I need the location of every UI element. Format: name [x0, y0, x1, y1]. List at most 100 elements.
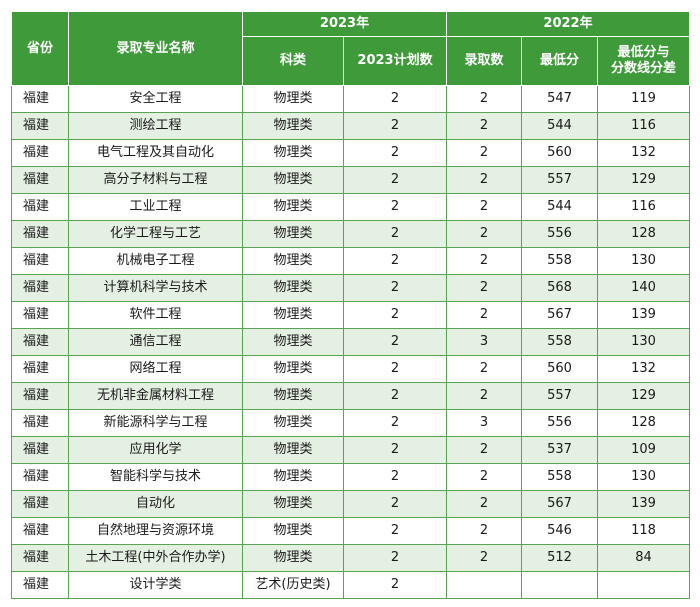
cell-admitted: 2: [446, 112, 522, 140]
cell-plan-2023: 2: [343, 571, 447, 599]
cell-major: 网络工程: [68, 355, 243, 383]
cell-plan-2023: 2: [343, 301, 447, 329]
header-subject: 科类: [242, 36, 344, 86]
cell-subject: 物理类: [242, 139, 344, 167]
cell-score-diff: 130: [596, 463, 691, 491]
cell-min-score: 544: [521, 112, 598, 140]
cell-score-diff: 130: [596, 247, 691, 275]
cell-min-score: 547: [521, 85, 598, 113]
cell-admitted: 2: [446, 490, 522, 518]
cell-admitted: 2: [446, 220, 522, 248]
cell-major: 测绘工程: [68, 112, 243, 140]
header-row-columns: 科类 2023计划数 录取数 最低分 最低分与 分数线分差: [12, 36, 691, 86]
table-row: 福建 土木工程(中外合作办学) 物理类 2 2 512 84: [11, 544, 691, 572]
cell-plan-2023: 2: [343, 544, 447, 572]
cell-subject: 物理类: [242, 382, 344, 410]
table-row: 福建 安全工程 物理类 2 2 547 119: [11, 85, 691, 113]
table-row: 福建 计算机科学与技术 物理类 2 2 568 140: [11, 274, 691, 302]
header-year-2022: 2022年: [445, 11, 691, 37]
cell-plan-2023: 2: [343, 220, 447, 248]
cell-major: 设计学类: [68, 571, 243, 599]
cell-province: 福建: [11, 112, 69, 140]
cell-major: 无机非金属材料工程: [68, 382, 243, 410]
cell-subject: 物理类: [242, 355, 344, 383]
cell-admitted: 2: [446, 544, 522, 572]
cell-plan-2023: 2: [343, 193, 447, 221]
table-row: 福建 新能源科学与工程 物理类 2 3 556 128: [11, 409, 691, 437]
cell-plan-2023: 2: [343, 355, 447, 383]
cell-min-score: [521, 571, 598, 599]
cell-province: 福建: [11, 247, 69, 275]
table-body: 福建 安全工程 物理类 2 2 547 119 福建 测绘工程 物理类 2 2 544 116 福建 电气工程…: [11, 85, 691, 599]
cell-score-diff: 132: [596, 355, 691, 383]
cell-admitted: 2: [446, 517, 522, 545]
cell-min-score: 512: [521, 544, 598, 572]
cell-min-score: 558: [521, 463, 598, 491]
cell-score-diff: [596, 571, 691, 599]
cell-major: 智能科学与技术: [68, 463, 243, 491]
cell-province: 福建: [11, 544, 69, 572]
cell-score-diff: 132: [596, 139, 691, 167]
header-admitted: 录取数: [446, 36, 522, 86]
cell-subject: 物理类: [242, 517, 344, 545]
cell-admitted: 2: [446, 247, 522, 275]
cell-province: 福建: [11, 166, 69, 194]
cell-score-diff: 140: [596, 274, 691, 302]
cell-province: 福建: [11, 355, 69, 383]
cell-subject: 物理类: [242, 301, 344, 329]
cell-min-score: 567: [521, 301, 598, 329]
header-province: 省份: [11, 11, 69, 86]
cell-score-diff: 128: [596, 220, 691, 248]
cell-province: 福建: [11, 274, 69, 302]
cell-major: 软件工程: [68, 301, 243, 329]
header-score-diff-line2: 分数线分差: [611, 61, 677, 76]
cell-subject: 物理类: [242, 328, 344, 356]
cell-plan-2023: 2: [343, 328, 447, 356]
table-row: 福建 应用化学 物理类 2 2 537 109: [11, 436, 691, 464]
cell-min-score: 546: [521, 517, 598, 545]
cell-admitted: 2: [446, 463, 522, 491]
table-row: 福建 工业工程 物理类 2 2 544 116: [11, 193, 691, 221]
cell-province: 福建: [11, 193, 69, 221]
cell-subject: 物理类: [242, 85, 344, 113]
table-row: 福建 高分子材料与工程 物理类 2 2 557 129: [11, 166, 691, 194]
header-score-diff-line1: 最低分与: [617, 45, 670, 60]
cell-plan-2023: 2: [343, 274, 447, 302]
cell-min-score: 560: [521, 355, 598, 383]
cell-min-score: 557: [521, 166, 598, 194]
cell-subject: 物理类: [242, 463, 344, 491]
cell-major: 新能源科学与工程: [68, 409, 243, 437]
cell-score-diff: 129: [596, 166, 691, 194]
cell-major: 机械电子工程: [68, 247, 243, 275]
cell-min-score: 560: [521, 139, 598, 167]
cell-major: 化学工程与工艺: [68, 220, 243, 248]
cell-score-diff: 130: [596, 328, 691, 356]
cell-admitted: 3: [446, 409, 522, 437]
cell-score-diff: 116: [596, 193, 691, 221]
admission-table: 省份 录取专业名称 2023年 2022年 科类 2023计划数 录取数 最低分…: [11, 11, 691, 599]
cell-min-score: 568: [521, 274, 598, 302]
cell-plan-2023: 2: [343, 139, 447, 167]
cell-score-diff: 84: [596, 544, 691, 572]
header-row-years: 省份 录取专业名称 2023年 2022年: [11, 11, 691, 86]
cell-major: 安全工程: [68, 85, 243, 113]
cell-plan-2023: 2: [343, 247, 447, 275]
cell-province: 福建: [11, 409, 69, 437]
cell-score-diff: 116: [596, 112, 691, 140]
table-row: 福建 无机非金属材料工程 物理类 2 2 557 129: [11, 382, 691, 410]
cell-admitted: 2: [446, 274, 522, 302]
cell-score-diff: 139: [596, 301, 691, 329]
cell-score-diff: 128: [596, 409, 691, 437]
cell-province: 福建: [11, 220, 69, 248]
table-row: 福建 通信工程 物理类 2 3 558 130: [11, 328, 691, 356]
cell-province: 福建: [11, 301, 69, 329]
cell-admitted: 2: [446, 301, 522, 329]
cell-subject: 物理类: [242, 436, 344, 464]
cell-province: 福建: [11, 463, 69, 491]
table-row: 福建 电气工程及其自动化 物理类 2 2 560 132: [11, 139, 691, 167]
header-plan-2023: 2023计划数: [343, 36, 447, 86]
cell-min-score: 537: [521, 436, 598, 464]
cell-plan-2023: 2: [343, 382, 447, 410]
cell-province: 福建: [11, 382, 69, 410]
cell-score-diff: 139: [596, 490, 691, 518]
